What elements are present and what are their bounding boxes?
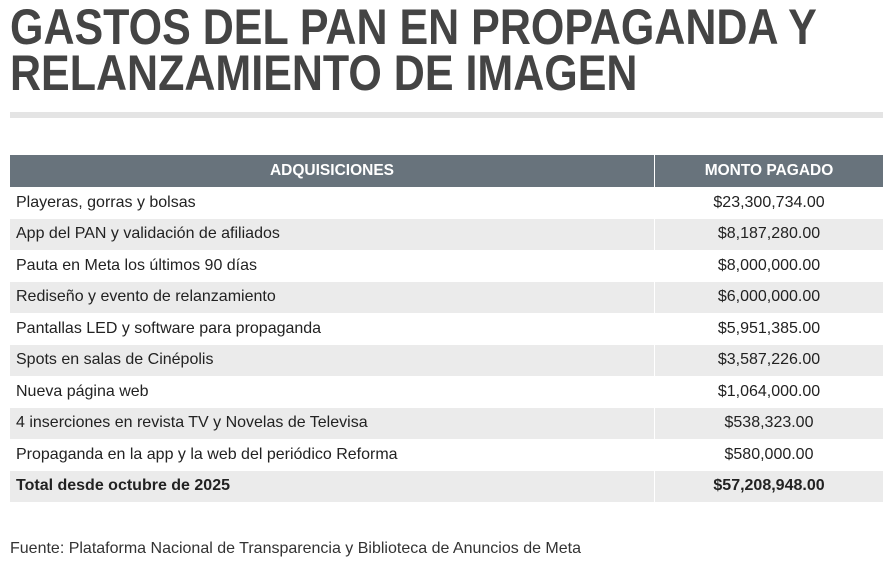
amount-cell: $8,187,280.00 xyxy=(654,218,883,250)
table: ADQUISICIONES MONTO PAGADO Playeras, gor… xyxy=(10,155,883,502)
table-row: Pantallas LED y software para propaganda… xyxy=(10,313,883,345)
header-row: ADQUISICIONES MONTO PAGADO xyxy=(10,155,883,187)
table-row: Pauta en Meta los últimos 90 días $8,000,… xyxy=(10,250,883,282)
item-cell: Rediseño y evento de relanzamiento xyxy=(10,281,655,313)
amount-cell: $538,323.00 xyxy=(654,407,883,439)
title-line: RELANZAMIENTO DE IMAGEN xyxy=(10,45,638,101)
item-cell: 4 inserciones en revista TV y Novelas de… xyxy=(10,407,655,439)
amount-cell: $5,951,385.00 xyxy=(654,313,883,345)
divider xyxy=(10,112,883,118)
table-row: Rediseño y evento de relanzamiento $6,000… xyxy=(10,281,883,313)
item-cell: Pantallas LED y software para propaganda xyxy=(16,319,322,337)
column-header: ADQUISICIONES xyxy=(10,155,655,187)
column-header: MONTO PAGADO xyxy=(654,155,883,187)
item-cell: Total desde octubre de 2025 xyxy=(10,470,655,502)
table-row: Propaganda en la app y la web del periód… xyxy=(10,439,883,471)
item-cell: App del PAN y validación de afiliados xyxy=(10,218,655,250)
amount-cell: $580,000.00 xyxy=(654,439,883,471)
amount-cell: $8,000,000.00 xyxy=(654,250,883,282)
amount-cell: $1,064,000.00 xyxy=(654,376,883,408)
table-row: App del PAN y validación de afiliados $8,… xyxy=(10,218,883,250)
amount-cell: $23,300,734.00 xyxy=(654,187,883,219)
item-cell: Spots en salas de Cinépolis xyxy=(10,344,655,376)
amount-cell: $6,000,000.00 xyxy=(654,281,883,313)
amount-cell: $3,587,226.00 xyxy=(654,344,883,376)
table-row: 4 inserciones en revista TV y Novelas de… xyxy=(10,407,883,439)
table-row: Spots en salas de Cinépolis $3,587,226.00 xyxy=(10,344,883,376)
table-row: Nueva página web $1,064,000.00 xyxy=(10,376,883,408)
item-cell: Propaganda en la app y la web del periód… xyxy=(16,445,398,463)
amount-cell: $57,208,948.00 xyxy=(654,470,883,502)
source: Fuente: Plataforma Nacional de Transpare… xyxy=(10,540,581,557)
title: GASTOS DEL PAN EN PROPAGANDA Y RELANZAMI… xyxy=(10,0,889,101)
item-cell: Pauta en Meta los últimos 90 días xyxy=(16,256,258,274)
item-cell: Playeras, gorras y bolsas xyxy=(16,193,196,211)
title-line: GASTOS DEL PAN EN PROPAGANDA Y xyxy=(10,0,817,55)
table-row: Playeras, gorras y bolsas $23,300,734.00 xyxy=(10,187,883,219)
item-cell: Nueva página web xyxy=(16,382,149,400)
table-row: Total desde octubre de 2025 $57,208,948.0… xyxy=(10,470,883,502)
